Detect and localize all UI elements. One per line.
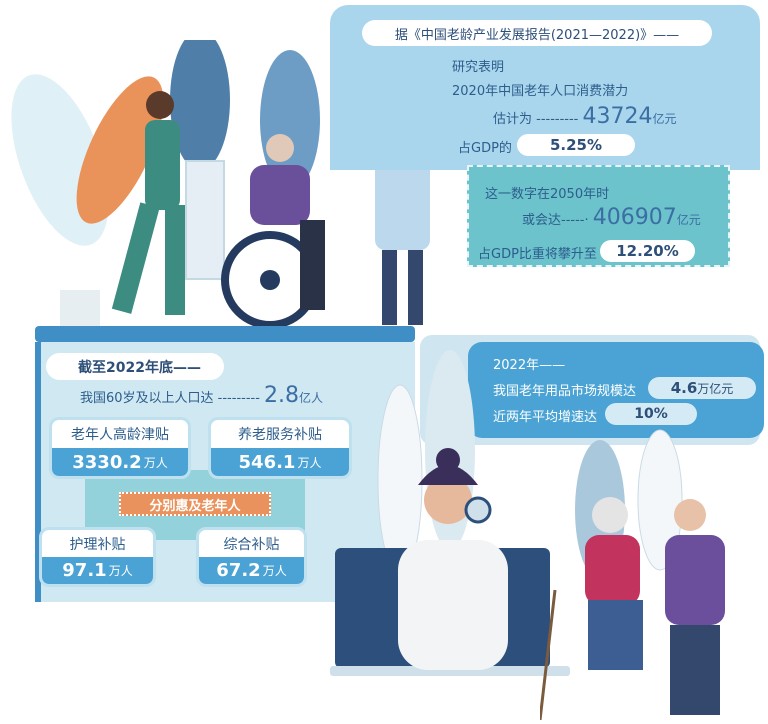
market-size-pill: 4.6 万亿元 [648, 377, 756, 399]
population-line: 我国60岁及以上人口达 --------- 2.8亿人 [80, 383, 323, 408]
subsidy-box-elderly-allowance: 老年人高龄津贴 3330.2 万人 [49, 417, 191, 479]
background-leaves [0, 30, 330, 330]
nurse-figure [105, 85, 205, 325]
consumption-potential-label: 2020年中国老年人口消费潜力 [452, 84, 629, 99]
year-2050-label: 这一数字在2050年时 [485, 187, 610, 202]
subsidy-value: 3330.2 万人 [52, 448, 188, 476]
reach-line: 或会达-----· 406907亿元 [522, 205, 701, 230]
subsidy-box-comprehensive: 综合补贴 67.2 万人 [196, 527, 307, 587]
growth-rate-label: 近两年平均增速达 [493, 410, 598, 425]
estimate-unit: 亿元 [652, 112, 677, 126]
subsidy-label: 护理补贴 [69, 536, 126, 553]
connector-label: 分别惠及老年人 [119, 492, 271, 516]
estimate-value: 43724 [582, 104, 653, 129]
subsidy-value: 97.1 万人 [42, 557, 153, 584]
population-header-pill: 截至2022年底—— [46, 353, 224, 380]
source-pill: 据《中国老龄产业发展报告(2021—2022)》—— [362, 20, 712, 46]
research-label: 研究表明 [452, 60, 505, 75]
estimate-label: 估计为 --------- [493, 112, 579, 127]
population-value: 2.8 [264, 383, 300, 408]
elderly-couple [538, 490, 750, 721]
population-label: 我国60岁及以上人口达 --------- [80, 391, 260, 406]
laptop-base [330, 666, 570, 676]
subsidy-value: 67.2 万人 [199, 557, 304, 584]
subsidy-label: 综合补贴 [223, 536, 280, 553]
future-gdp-label: 占GDP比重将攀升至 [478, 247, 597, 262]
growth-rate-pill: 10% [605, 403, 697, 425]
subsidy-box-nursing: 护理补贴 97.1 万人 [39, 527, 156, 587]
floor-platform [35, 326, 415, 342]
subsidy-value: 546.1 万人 [211, 448, 349, 476]
subsidy-label: 养老服务补贴 [238, 427, 322, 443]
market-size-label: 我国老年用品市场规模达 [493, 384, 637, 399]
subsidy-box-elderly-service: 养老服务补贴 546.1 万人 [208, 417, 352, 479]
future-gdp-pill: 12.20% [600, 240, 695, 262]
reach-label: 或会达-----· [522, 213, 589, 228]
video-doctor-figure [378, 440, 538, 670]
estimate-line: 估计为 --------- 43724亿元 [493, 104, 677, 129]
bed-cabinet [185, 160, 225, 280]
subsidy-label: 老年人高龄津贴 [71, 427, 169, 443]
wheelchair-patient [215, 130, 355, 330]
reach-unit: 亿元 [676, 213, 701, 227]
market-year-header: 2022年—— [493, 358, 566, 373]
gdp-share-pill: 5.25% [517, 134, 635, 156]
gdp-label: 占GDP的 [458, 141, 512, 156]
population-unit: 亿人 [299, 391, 324, 405]
reach-value: 406907 [592, 205, 677, 230]
